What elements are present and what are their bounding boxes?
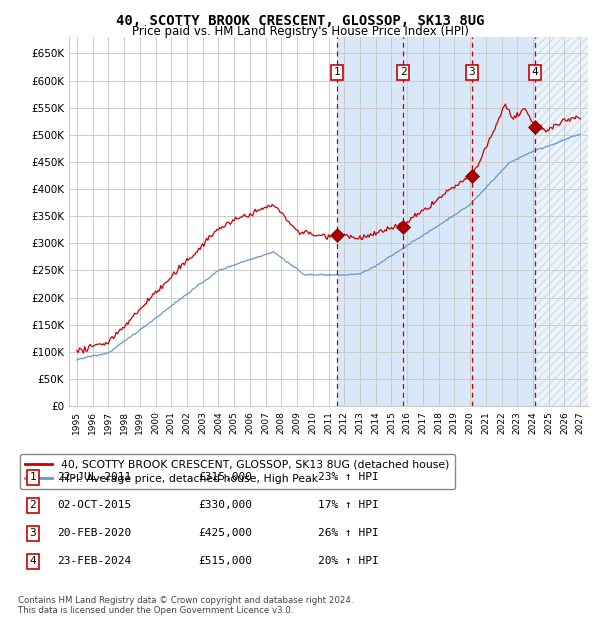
Text: 40, SCOTTY BROOK CRESCENT, GLOSSOP, SK13 8UG: 40, SCOTTY BROOK CRESCENT, GLOSSOP, SK13… [116,14,484,28]
Text: 1: 1 [29,472,37,482]
Text: 3: 3 [469,68,475,78]
Text: Price paid vs. HM Land Registry's House Price Index (HPI): Price paid vs. HM Land Registry's House … [131,25,469,38]
Bar [337,37,403,406]
Text: £515,000: £515,000 [198,556,252,566]
Text: 4: 4 [532,68,539,78]
Text: 20% ↑ HPI: 20% ↑ HPI [318,556,379,566]
Bar [535,37,588,406]
Legend: 40, SCOTTY BROOK CRESCENT, GLOSSOP, SK13 8UG (detached house), HPI: Average pric: 40, SCOTTY BROOK CRESCENT, GLOSSOP, SK13… [20,454,455,489]
Bar [403,37,472,406]
Text: 2: 2 [400,68,407,78]
Text: £315,000: £315,000 [198,472,252,482]
Bar [472,37,535,406]
Text: 26% ↑ HPI: 26% ↑ HPI [318,528,379,538]
Text: 23% ↑ HPI: 23% ↑ HPI [318,472,379,482]
Text: 3: 3 [29,528,37,538]
Text: 02-OCT-2015: 02-OCT-2015 [57,500,131,510]
Text: 20-FEB-2020: 20-FEB-2020 [57,528,131,538]
Text: 23-FEB-2024: 23-FEB-2024 [57,556,131,566]
Text: £425,000: £425,000 [198,528,252,538]
Text: 17% ↑ HPI: 17% ↑ HPI [318,500,379,510]
Text: 2: 2 [29,500,37,510]
Text: 1: 1 [334,68,341,78]
Text: £330,000: £330,000 [198,500,252,510]
Text: 4: 4 [29,556,37,566]
Text: 22-JUL-2011: 22-JUL-2011 [57,472,131,482]
Text: Contains HM Land Registry data © Crown copyright and database right 2024.
This d: Contains HM Land Registry data © Crown c… [18,596,353,615]
